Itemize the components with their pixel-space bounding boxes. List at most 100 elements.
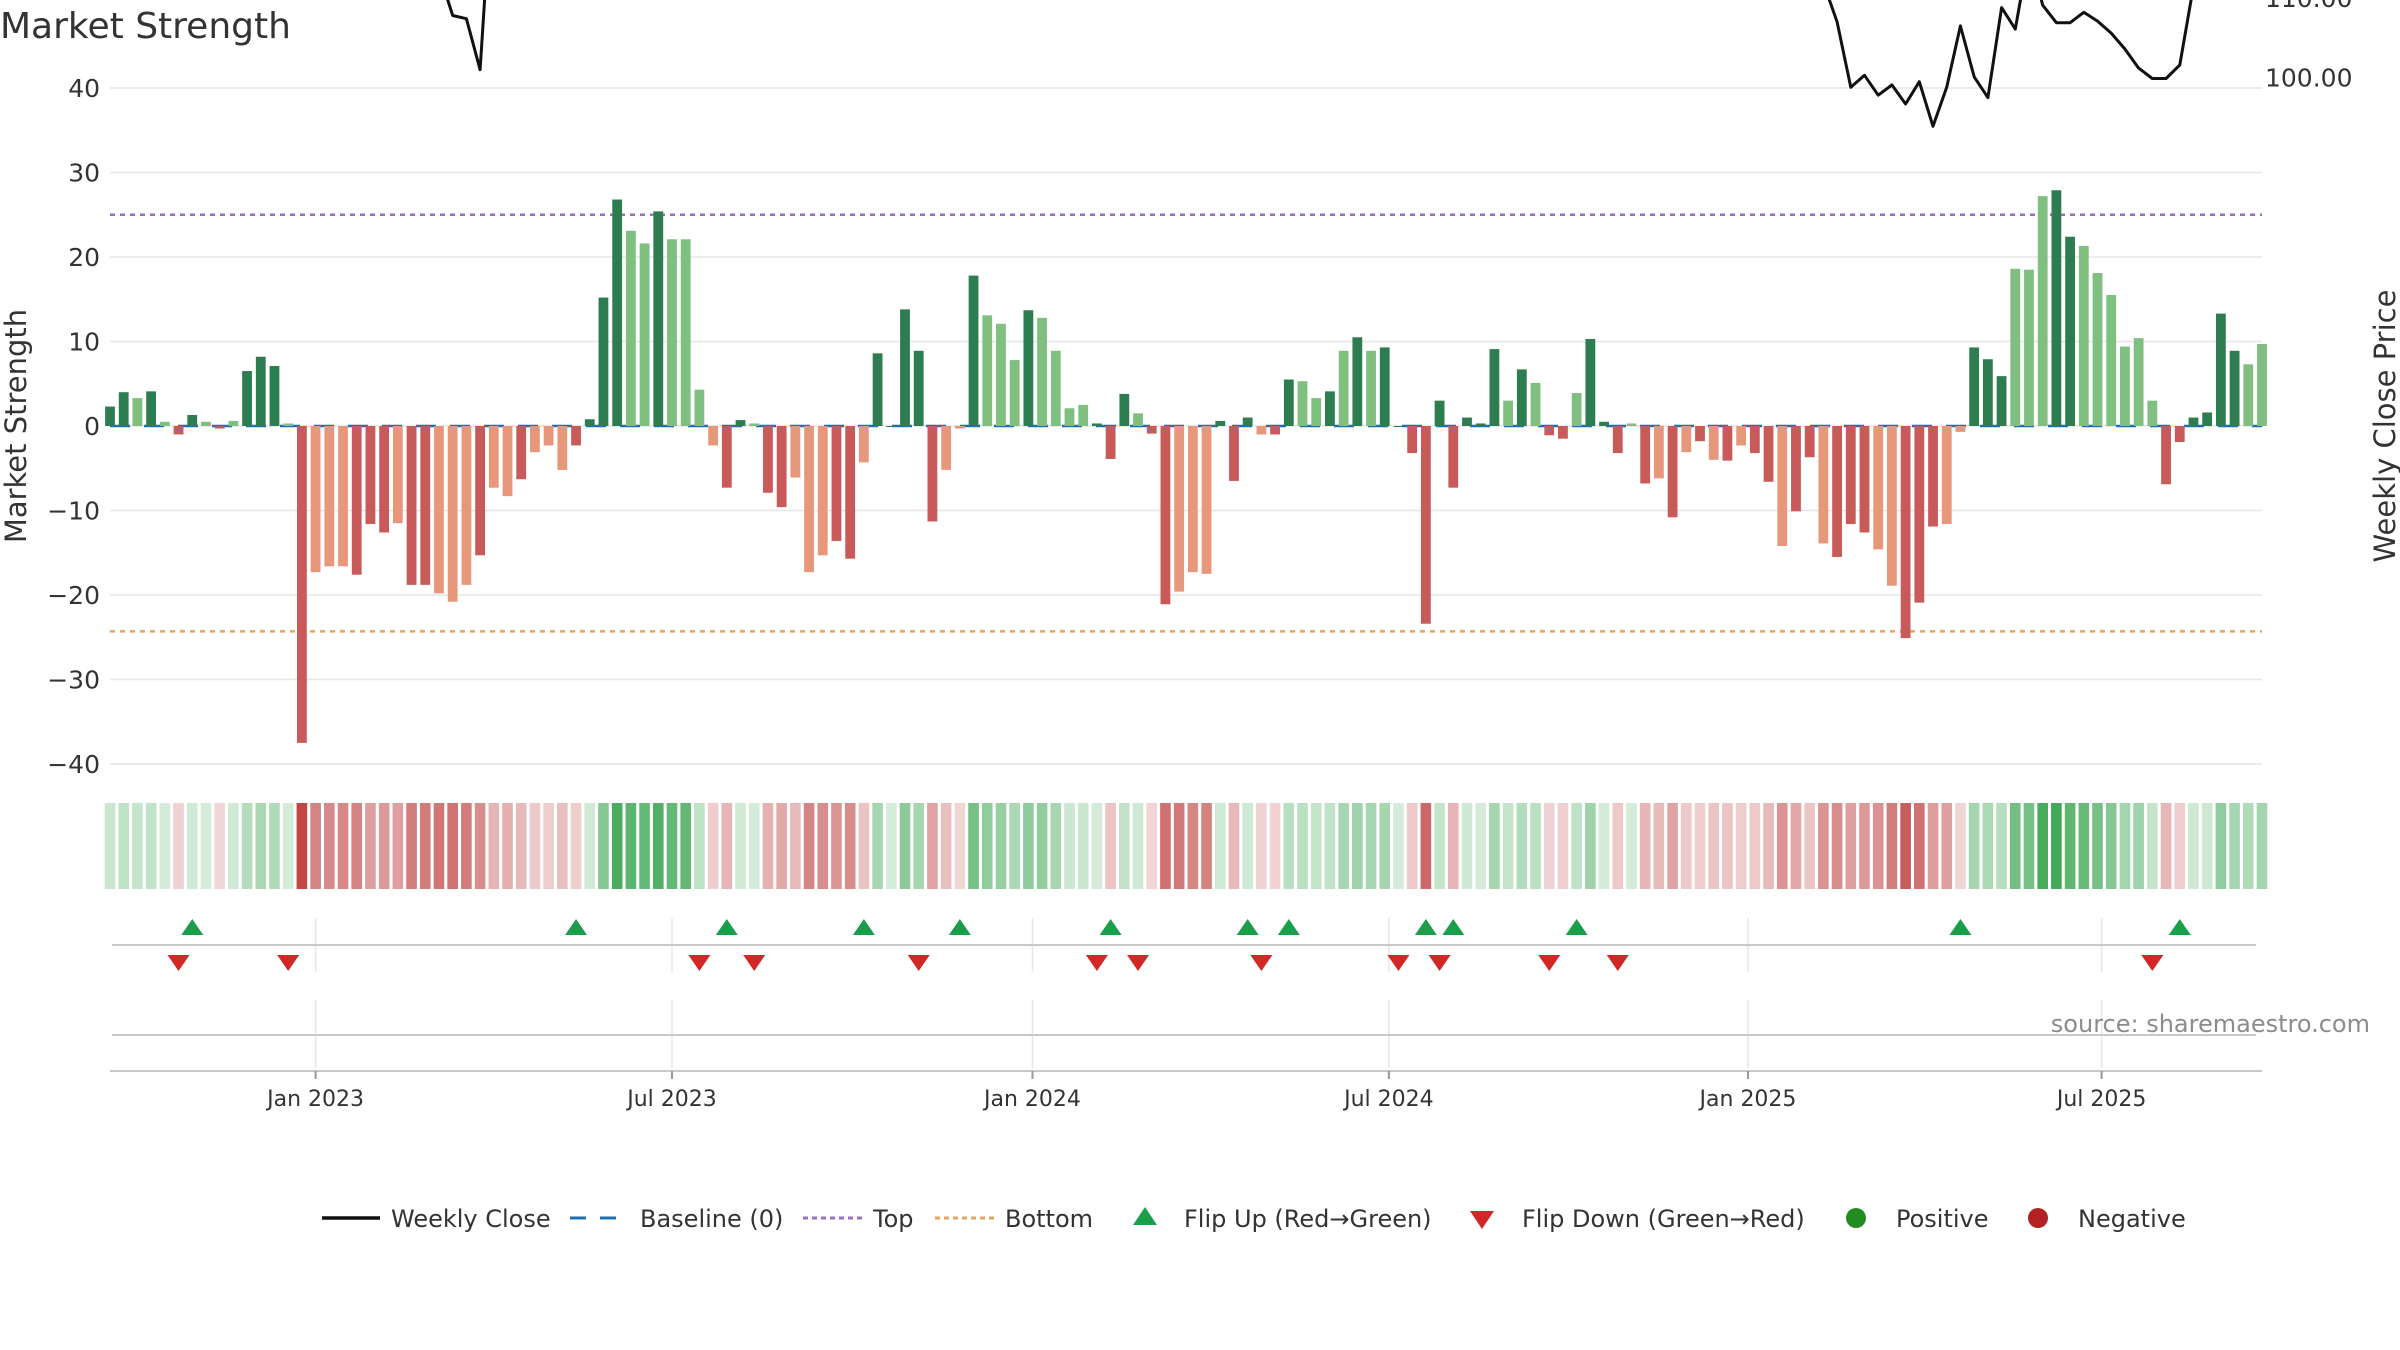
y-tick-label: 20 <box>68 243 100 272</box>
flip-up-marker <box>1414 919 1437 935</box>
heat-band-cell <box>406 803 417 889</box>
strength-bar <box>1475 423 1486 426</box>
strength-bar <box>1516 369 1527 426</box>
flip-up-marker <box>948 919 971 935</box>
y-tick-label: −10 <box>47 497 100 526</box>
heat-band-cell <box>1119 803 1130 889</box>
strength-bar <box>1050 350 1061 426</box>
strength-bar <box>502 426 513 497</box>
strength-bar <box>1311 398 1322 426</box>
strength-bar <box>1037 317 1047 426</box>
strength-bar <box>1366 350 1376 426</box>
heat-band-cell <box>790 803 801 889</box>
heat-band-cell <box>488 803 500 889</box>
strength-bar <box>488 426 499 488</box>
flip-up-marker <box>2168 919 2191 935</box>
heat-band-cell <box>118 803 130 889</box>
heat-band-cell <box>433 803 445 889</box>
heat-band-cell <box>995 803 1007 889</box>
strength-bar <box>2024 269 2034 426</box>
heat-band-cell <box>1831 803 1843 889</box>
heat-band-cell <box>1680 803 1692 889</box>
strength-heat-band <box>104 803 2268 889</box>
strength-bar <box>2188 417 2199 426</box>
strength-bar <box>968 275 979 426</box>
heat-band-cell <box>776 803 787 889</box>
strength-bar <box>721 426 732 488</box>
strength-bar <box>900 309 910 426</box>
heat-band-cell <box>2201 803 2213 889</box>
heat-band-cell <box>1214 803 1226 889</box>
flip-up-marker <box>181 919 204 935</box>
x-tick-label: Jan 2024 <box>982 1087 1081 1112</box>
heat-band-cell <box>1050 803 1062 889</box>
heat-band-cell <box>1310 803 1322 889</box>
heat-band-cell <box>1639 803 1651 889</box>
heat-band-cell <box>1187 803 1199 889</box>
strength-bar <box>2065 236 2076 426</box>
heat-band-cell <box>2174 803 2186 889</box>
strength-bar <box>2229 350 2240 426</box>
strength-bar <box>1297 381 1308 426</box>
heat-band-cell <box>1612 803 1624 889</box>
strength-bar <box>1393 426 1404 427</box>
strength-bar <box>1845 426 1856 525</box>
strength-bar <box>1859 426 1870 533</box>
strength-bar <box>1708 426 1719 460</box>
heat-band-cell <box>913 803 925 889</box>
heat-band-cell <box>474 803 486 889</box>
strength-bar <box>530 426 540 453</box>
strength-bar <box>1749 426 1760 454</box>
strength-bar <box>2078 246 2089 426</box>
reference-lines <box>110 213 2262 633</box>
strength-bar <box>2010 268 2021 426</box>
heat-band-cell <box>1091 803 1103 889</box>
strength-bar <box>1448 426 1459 488</box>
heat-band-cell <box>844 803 856 889</box>
strength-bar <box>941 426 952 470</box>
strength-bar <box>420 426 431 585</box>
heat-band-cell <box>1352 803 1363 889</box>
heat-band-cell <box>310 803 321 889</box>
heat-band-cell <box>1406 803 1418 889</box>
strength-bar <box>982 315 993 426</box>
heat-band-cell <box>1543 803 1555 889</box>
heat-band-cell <box>351 803 363 889</box>
strength-bar <box>1133 413 1143 426</box>
heat-band-cell <box>2147 803 2158 889</box>
strength-bar <box>2202 412 2213 426</box>
strength-bar <box>543 426 554 446</box>
heat-band-cell <box>872 803 883 889</box>
strength-bar <box>927 426 938 522</box>
strength-bar <box>735 420 746 426</box>
heat-band-cell <box>1105 803 1116 889</box>
heat-band-cell <box>1489 803 1500 889</box>
heat-band-cell <box>1996 803 2007 889</box>
heat-band-cell <box>1790 803 1802 889</box>
strength-bar <box>406 426 417 585</box>
y-tick-label: 0 <box>84 412 100 441</box>
strength-bar <box>612 199 623 426</box>
heat-band-cell <box>721 803 733 889</box>
strength-bar <box>2147 400 2158 426</box>
strength-bar <box>831 426 842 541</box>
heat-band-cell <box>392 803 404 889</box>
chart-title: Market Strength <box>0 6 291 47</box>
heat-band-cell <box>1283 803 1295 889</box>
heat-band-cell <box>2023 803 2035 889</box>
strength-bar <box>1818 426 1829 544</box>
heat-band-cell <box>927 803 938 889</box>
heat-band-cell <box>639 803 650 889</box>
strength-bar <box>2243 364 2254 426</box>
flip-down-marker <box>167 955 190 971</box>
heat-band-cell <box>1447 803 1459 889</box>
strength-bar <box>2120 346 2130 426</box>
strength-bar <box>817 426 828 556</box>
strength-bar <box>1928 426 1938 527</box>
strength-bar <box>1119 393 1130 426</box>
heat-band-cell <box>1256 803 1267 889</box>
strength-bar <box>2257 344 2267 426</box>
legend-positive-swatch <box>1846 1208 1866 1228</box>
strength-bar <box>954 426 965 429</box>
